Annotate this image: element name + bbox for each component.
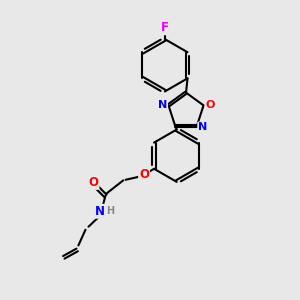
- Text: N: N: [198, 122, 207, 133]
- Text: O: O: [206, 100, 215, 110]
- Text: F: F: [161, 21, 169, 34]
- Text: O: O: [88, 176, 98, 189]
- Text: H: H: [106, 206, 114, 216]
- Text: N: N: [95, 205, 105, 218]
- Text: O: O: [139, 168, 149, 181]
- Text: N: N: [158, 100, 167, 110]
